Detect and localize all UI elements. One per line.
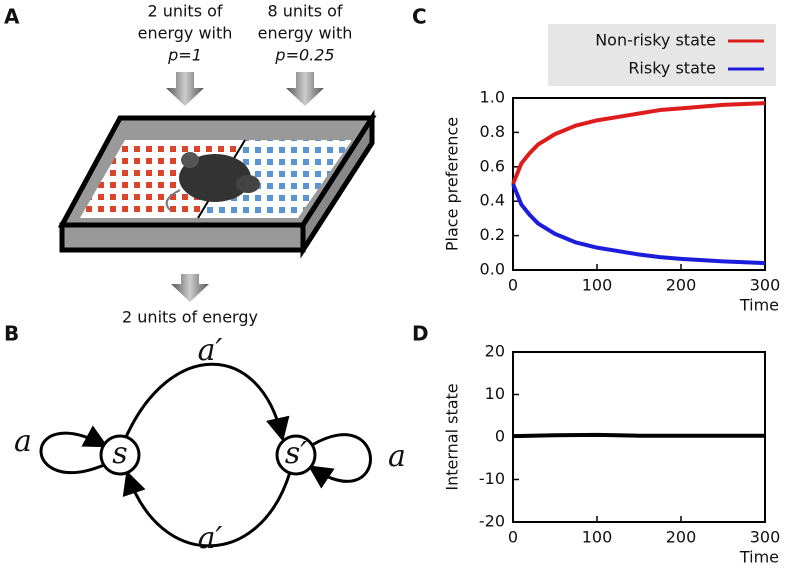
node-label: s′ [285, 436, 307, 471]
y-tick-label: 1.0 [480, 88, 505, 107]
y-tick-label: 10 [485, 384, 505, 403]
x-tick-label: 300 [750, 528, 781, 547]
y-tick-label: -10 [479, 469, 505, 488]
arrow [166, 72, 204, 106]
x-tick-label: 200 [666, 276, 697, 295]
input-text: 2 units of [147, 2, 222, 21]
legend-label: Risky state [628, 59, 716, 78]
panel-label: B [4, 322, 19, 346]
x-axis-label: Time [739, 296, 779, 315]
x-tick-label: 100 [582, 528, 613, 547]
legend-box [548, 24, 776, 86]
input-text: energy with [258, 24, 353, 43]
x-tick-label: 300 [750, 276, 781, 295]
edge-label: a′ [198, 333, 223, 368]
y-axis-label: Internal state [443, 383, 462, 490]
x-tick-label: 100 [582, 276, 613, 295]
arrow [171, 274, 209, 302]
x-axis-label: Time [739, 548, 779, 567]
input-prob: p=0.25 [274, 46, 334, 65]
panel-label: A [4, 5, 20, 29]
state-graph [39, 362, 372, 548]
y-tick-label: 0.4 [480, 191, 505, 210]
y-tick-label: 0 [495, 427, 505, 446]
y-tick-label: 0.8 [480, 122, 505, 141]
y-tick-label: 0.0 [480, 260, 505, 279]
data-line [511, 183, 766, 266]
edge-label: a [388, 439, 406, 474]
y-axis-label: Place preference [443, 117, 462, 251]
x-tick-label: 0 [508, 276, 518, 295]
y-tick-label: 20 [485, 342, 505, 361]
x-tick-label: 200 [666, 528, 697, 547]
arrow [286, 72, 324, 106]
edge-label: a′ [198, 521, 223, 556]
panel-label: D [412, 322, 429, 346]
data-line [511, 101, 766, 185]
y-tick-label: 0.2 [480, 225, 505, 244]
node-label: s [112, 436, 127, 471]
plot-frame [512, 97, 766, 271]
y-tick-label: -20 [479, 512, 505, 531]
tray [57, 109, 377, 259]
x-tick-label: 0 [508, 528, 518, 547]
legend-label: Non-risky state [595, 31, 716, 50]
edge-label: a [14, 424, 32, 459]
y-tick-label: 0.6 [480, 156, 505, 175]
input-prob: p=1 [167, 46, 202, 65]
input-text: energy with [138, 24, 233, 43]
input-text: 8 units of [267, 2, 342, 21]
data-line [512, 432, 765, 439]
panel-label: C [412, 5, 427, 29]
output-text: 2 units of energy [122, 308, 258, 327]
